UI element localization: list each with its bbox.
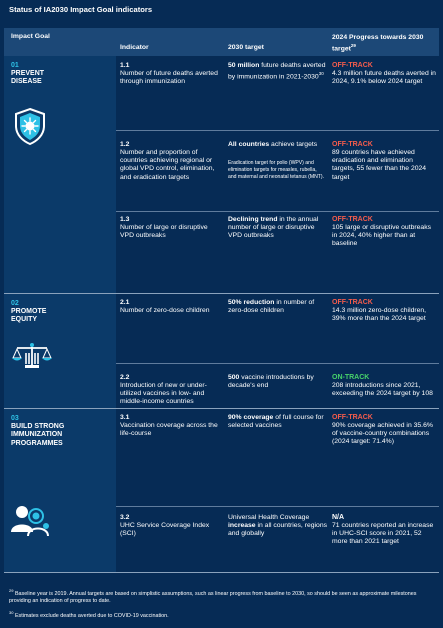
indicator-text: Number of large or disruptive VPD outbre… [120, 224, 208, 240]
indicator-text: UHC Service Coverage Index (SCI) [120, 522, 210, 538]
indicator-text: Introduction of new or under-utilized va… [120, 382, 207, 406]
status-badge: OFF-TRACK [332, 62, 373, 69]
indicator-text: Number and proportion of countries achie… [120, 149, 215, 181]
row-divider [116, 506, 439, 507]
row-divider [116, 211, 439, 212]
target-text: 90% coverage of full course for selected… [228, 414, 324, 430]
goal-divider [4, 293, 439, 294]
indicator-number: 3.2 [120, 514, 130, 521]
goal-number: 01 [11, 62, 19, 69]
goal-number: 02 [11, 300, 19, 307]
progress-text: 208 introductions since 2021, exceeding … [332, 382, 433, 398]
header-goal: Impact Goal [11, 33, 50, 40]
status-badge: OFF-TRACK [332, 216, 373, 223]
goal-divider [4, 408, 439, 409]
progress-text: 14.3 million zero-dose children, 39% mor… [332, 307, 427, 323]
status-badge: ON-TRACK [332, 374, 370, 381]
page-title: Status of IA2030 Impact Goal indicators [9, 5, 153, 14]
goal-cell-03 [4, 409, 116, 572]
indicator-number: 2.2 [120, 374, 130, 381]
indicator-number: 3.1 [120, 414, 130, 421]
progress-text: 4.3 million future deaths averted in 202… [332, 70, 436, 86]
header-target: 2030 target [228, 44, 264, 51]
header-indicator: Indicator [120, 44, 149, 51]
progress-text: 71 countries reported an increase in UHC… [332, 522, 434, 546]
goal-name: BUILD STRONG IMMUNIZATION PROGRAMMES [11, 423, 65, 447]
goal-name: PROMOTE EQUITY [11, 308, 47, 324]
indicator-text: Number of zero-dose children [120, 307, 210, 314]
progress-text: 89 countries have achieved eradication a… [332, 149, 427, 181]
indicator-number: 1.1 [120, 62, 130, 69]
indicator-text: Vaccination coverage across the life-cou… [120, 422, 218, 438]
target-text: 500 vaccine introductions by decade's en… [228, 374, 314, 390]
target-text: 50 million future deaths averted by immu… [228, 62, 326, 81]
progress-text: 105 large or disruptive outbreaks in 202… [332, 224, 431, 248]
row-divider [116, 130, 439, 131]
people-group-icon [11, 506, 49, 537]
target-text: Universal Health Coverage increase in al… [228, 514, 327, 538]
target-text: Declining trend in the annual number of … [228, 216, 319, 240]
goal-number: 03 [11, 415, 19, 422]
indicator-text: Number of future deaths averted through … [120, 70, 218, 86]
indicator-number: 1.3 [120, 216, 130, 223]
table-bottom-line [4, 572, 439, 573]
header-progress: 2024 Progress towards 2030 target29 [332, 34, 424, 53]
shield-virus-icon [15, 107, 45, 146]
progress-text: 90% coverage achieved in 35.6% of vaccin… [332, 422, 433, 446]
status-badge: OFF-TRACK [332, 299, 373, 306]
table-header [4, 28, 439, 56]
target-text: 50% reduction in number of zero-dose chi… [228, 299, 315, 315]
target-note: Eradication target for polio (WPV) and e… [228, 160, 324, 180]
status-badge: OFF-TRACK [332, 141, 373, 148]
indicator-number: 2.1 [120, 299, 130, 306]
indicator-number: 1.2 [120, 141, 130, 148]
goal-cell-02 [4, 294, 116, 408]
row-divider [116, 363, 439, 364]
footnote: 29 Baseline year is 2019. Annual targets… [9, 588, 417, 604]
status-badge: OFF-TRACK [332, 414, 373, 421]
footnote: 30 Estimates exclude deaths averted due … [9, 610, 169, 619]
status-badge: N/A [332, 514, 345, 521]
scales-justice-icon [12, 343, 52, 368]
goal-name: PREVENT DISEASE [11, 70, 45, 86]
goal-cell-01 [4, 56, 116, 293]
target-text: All countries achieve targets [228, 141, 318, 148]
